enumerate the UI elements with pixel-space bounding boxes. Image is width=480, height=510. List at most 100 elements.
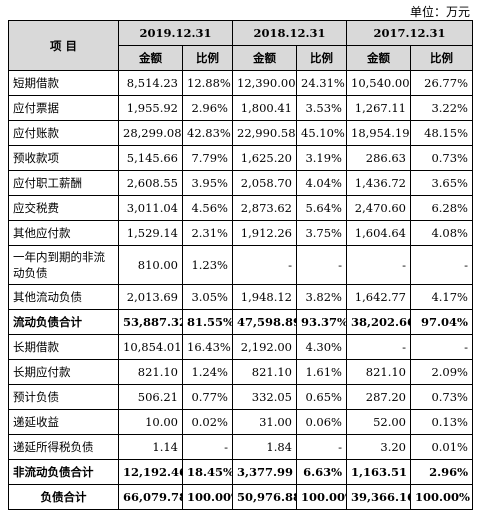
amount-cell: 332.05 xyxy=(232,384,297,410)
ratio-cell: 81.55% xyxy=(182,309,233,335)
amount-cell: 50,976.88 xyxy=(232,484,297,510)
ratio-header: 比例 xyxy=(410,45,473,71)
amount-cell: 287.20 xyxy=(346,384,411,410)
year-header: 2019.12.31 xyxy=(118,20,233,46)
table-row: 递延所得税负债 1.14-1.84-3.20 0.01% xyxy=(8,434,473,460)
ratio-cell: 4.56% xyxy=(182,195,233,221)
amount-cell: 1,163.51 xyxy=(346,459,411,485)
year-header-row: 项 目 2019.12.31 2018.12.31 2017.12.31 xyxy=(8,20,473,71)
row-label: 负债合计 xyxy=(8,484,119,510)
row-label: 递延所得税负债 xyxy=(8,434,119,460)
table-row: 流动负债合计 53,887.32 81.55% 47,598.89 93.37% 38,2… xyxy=(8,309,473,335)
amount-cell: 1,642.77 xyxy=(346,284,411,310)
amount-cell: 2,873.62 xyxy=(232,195,297,221)
ratio-header: 比例 xyxy=(182,45,233,71)
amount-cell: 66,079.78 xyxy=(118,484,183,510)
amount-cell: 286.63 xyxy=(346,145,411,171)
ratio-cell: 48.15% xyxy=(410,120,473,146)
amount-cell: 3,377.99 xyxy=(232,459,297,485)
ratio-cell: 100.00% xyxy=(410,484,473,510)
ratio-cell: 5.64% xyxy=(296,195,347,221)
row-label: 应交税费 xyxy=(8,195,119,221)
table-row: 一年内到期的非流动负债 810.00 1.23% - - - - xyxy=(8,245,473,285)
amount-cell: 1.84 xyxy=(232,434,297,460)
amount-cell: 810.00 xyxy=(118,245,183,285)
row-label: 流动负债合计 xyxy=(8,309,119,335)
amount-cell: 28,299.08 xyxy=(118,120,183,146)
table-row: 负债合计66,079.78100.00%50,976.88100.00%39,3… xyxy=(8,484,473,510)
amount-cell: 10,854.01 xyxy=(118,334,183,360)
row-label: 短期借款 xyxy=(8,70,119,96)
ratio-cell: 4.04% xyxy=(296,170,347,196)
amount-cell: 8,514.23 xyxy=(118,70,183,96)
amount-cell: 2,013.69 xyxy=(118,284,183,310)
ratio-cell: 3.19% xyxy=(296,145,347,171)
table-row: 预收款项 5,145.66 7.79% 1,625.20 3.19% 286.63 0.73… xyxy=(8,145,473,171)
row-label: 应付职工薪酬 xyxy=(8,170,119,196)
amount-cell: 10,540.00 xyxy=(346,70,411,96)
table-row: 短期借款 8,514.23 12.88% 12,390.00 24.31% 10,540.… xyxy=(8,70,473,96)
amount-cell: 506.21 xyxy=(118,384,183,410)
subheader-row: 金额 比例 金额 比例 金额 比例 xyxy=(9,45,473,71)
amount-header: 金额 xyxy=(346,45,411,71)
ratio-cell: 3.53% xyxy=(296,95,347,121)
ratio-cell: 0.13% xyxy=(410,409,473,435)
amount-cell: 52.00 xyxy=(346,409,411,435)
ratio-cell: 1.24% xyxy=(182,359,233,385)
amount-cell: 1,912.26 xyxy=(232,220,297,246)
ratio-cell: 3.95% xyxy=(182,170,233,196)
row-label: 长期应付款 xyxy=(8,359,119,385)
ratio-cell: 45.10% xyxy=(296,120,347,146)
amount-cell: 2,470.60 xyxy=(346,195,411,221)
year-header: 2017.12.31 xyxy=(346,20,473,46)
table-row: 其他应付款 1,529.14 2.31% 1,912.26 3.75% 1,604.64 4… xyxy=(8,220,473,246)
row-label: 预计负债 xyxy=(8,384,119,410)
table-row: 应付票据 1,955.92 2.96% 1,800.41 3.53% 1,267.11 3.… xyxy=(8,95,473,121)
row-label: 其他流动负债 xyxy=(8,284,119,310)
amount-cell: - xyxy=(346,334,411,360)
amount-header: 金额 xyxy=(232,45,297,71)
ratio-cell: 100.00% xyxy=(182,484,233,510)
amount-cell: 821.10 xyxy=(232,359,297,385)
ratio-cell: 24.31% xyxy=(296,70,347,96)
amount-cell: 1,625.20 xyxy=(232,145,297,171)
ratio-cell: 0.02% xyxy=(182,409,233,435)
amount-cell: 2,058.70 xyxy=(232,170,297,196)
ratio-cell: 97.04% xyxy=(410,309,473,335)
ratio-header: 比例 xyxy=(296,45,347,71)
amount-cell: 10.00 xyxy=(118,409,183,435)
amount-cell: 31.00 xyxy=(232,409,297,435)
ratio-cell: 42.83% xyxy=(182,120,233,146)
table-row: 长期应付款 821.10 1.24% 821.10 1.61% 821.10 2.09% xyxy=(8,359,473,385)
table-row: 其他流动负债 2,013.69 3.05% 1,948.12 3.82% 1,642.77… xyxy=(8,284,473,310)
ratio-cell: 18.45% xyxy=(182,459,233,485)
ratio-cell: 2.31% xyxy=(182,220,233,246)
amount-cell: 821.10 xyxy=(346,359,411,385)
row-label: 其他应付款 xyxy=(8,220,119,246)
table-row: 预计负债 506.21 0.77% 332.05 0.65% 287.20 0.73% xyxy=(8,384,473,410)
amount-cell: 12,192.46 xyxy=(118,459,183,485)
table-row: 非流动负债合计 12,192.46 18.45% 3,377.99 6.63% 1,163… xyxy=(8,459,473,485)
ratio-cell: 6.28% xyxy=(410,195,473,221)
amount-cell: - xyxy=(232,245,297,285)
amount-cell: 1,529.14 xyxy=(118,220,183,246)
ratio-cell: 2.09% xyxy=(410,359,473,385)
ratio-cell: 4.08% xyxy=(410,220,473,246)
ratio-cell: 3.82% xyxy=(296,284,347,310)
amount-cell: 1,955.92 xyxy=(118,95,183,121)
ratio-cell: 0.65% xyxy=(296,384,347,410)
ratio-cell: 0.73% xyxy=(410,145,473,171)
ratio-cell: - xyxy=(410,245,473,285)
amount-cell: 22,990.58 xyxy=(232,120,297,146)
amount-cell: 18,954.19 xyxy=(346,120,411,146)
ratio-cell: 0.73% xyxy=(410,384,473,410)
amount-cell: - xyxy=(346,245,411,285)
row-label: 长期借款 xyxy=(8,334,119,360)
ratio-cell: 1.23% xyxy=(182,245,233,285)
amount-cell: 1.14 xyxy=(118,434,183,460)
amount-cell: 1,267.11 xyxy=(346,95,411,121)
ratio-cell: 3.22% xyxy=(410,95,473,121)
ratio-cell: 26.77% xyxy=(410,70,473,96)
row-label: 非流动负债合计 xyxy=(8,459,119,485)
ratio-cell: 7.79% xyxy=(182,145,233,171)
